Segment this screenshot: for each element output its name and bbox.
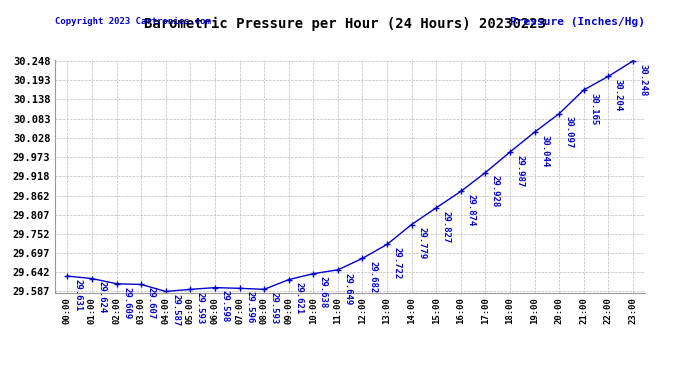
Text: 29.649: 29.649 [344,273,353,305]
Text: 29.593: 29.593 [270,292,279,324]
Text: 29.722: 29.722 [393,247,402,279]
Text: 30.165: 30.165 [589,93,598,125]
Text: 29.598: 29.598 [221,290,230,322]
Text: Pressure (Inches/Hg): Pressure (Inches/Hg) [510,17,645,27]
Text: 29.607: 29.607 [147,287,156,320]
Text: 29.596: 29.596 [245,291,254,323]
Text: 29.928: 29.928 [491,176,500,208]
Text: 29.609: 29.609 [122,286,131,319]
Text: 30.204: 30.204 [614,79,623,111]
Text: Barometric Pressure per Hour (24 Hours) 20230223: Barometric Pressure per Hour (24 Hours) … [144,17,546,31]
Text: 29.827: 29.827 [442,211,451,243]
Text: 29.874: 29.874 [466,194,475,226]
Text: Copyright 2023 Cartronics.com: Copyright 2023 Cartronics.com [55,17,211,26]
Text: 29.682: 29.682 [368,261,377,293]
Text: 30.097: 30.097 [564,117,573,149]
Text: 29.631: 29.631 [73,279,82,311]
Text: 29.621: 29.621 [294,282,304,315]
Text: 30.044: 30.044 [540,135,549,167]
Text: 29.638: 29.638 [319,276,328,309]
Text: 29.987: 29.987 [515,155,524,187]
Text: 29.779: 29.779 [417,227,426,260]
Text: 29.587: 29.587 [171,294,180,327]
Text: 29.624: 29.624 [97,281,107,314]
Text: 30.248: 30.248 [638,64,647,96]
Text: 29.593: 29.593 [196,292,205,324]
